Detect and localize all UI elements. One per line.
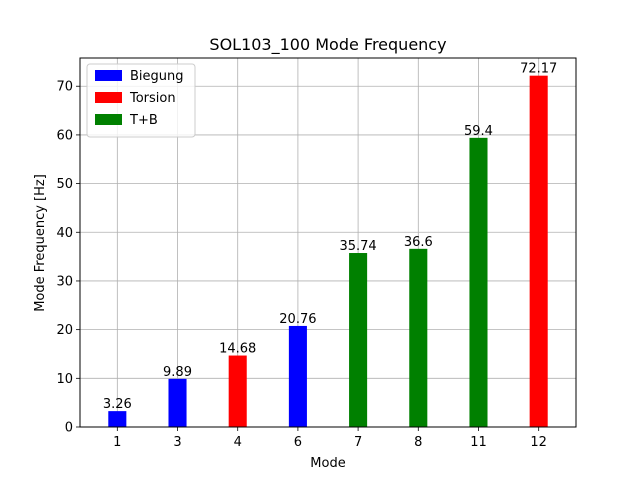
data-labels-layer: 3.26 9.89 14.68 20.76 35.74 36.6 59.4 72.17 — [103, 62, 557, 412]
axes-layer: 0 10 20 30 40 50 60 70 1 3 4 6 7 8 11 12 — [56, 57, 577, 450]
bar-mode-8 — [409, 248, 428, 427]
x-axis-label: Mode — [310, 456, 345, 471]
legend-label: T+B — [129, 113, 158, 128]
bar-value-label: 72.17 — [520, 62, 557, 77]
bar-mode-7 — [349, 253, 368, 427]
bar-mode-6 — [288, 325, 307, 427]
x-tick-label: 7 — [354, 435, 362, 450]
bar-value-label: 59.4 — [464, 124, 493, 139]
legend-label: Torsion — [129, 91, 176, 106]
bar-value-label: 36.6 — [404, 235, 433, 250]
y-axis-label: Mode Frequency [Hz] — [33, 174, 48, 312]
x-tick-label: 11 — [470, 435, 487, 450]
y-tick-label: 40 — [56, 226, 73, 241]
x-tick-label: 6 — [294, 435, 302, 450]
bar-value-label: 20.76 — [279, 312, 316, 327]
y-tick-label: 60 — [56, 128, 73, 143]
y-tick-label: 70 — [56, 80, 73, 95]
legend-swatch-biegung — [95, 70, 122, 81]
bar-value-label: 9.89 — [163, 365, 192, 380]
y-tick-label: 30 — [56, 274, 73, 289]
y-tick-label: 50 — [56, 177, 73, 192]
y-tick-label: 10 — [56, 372, 73, 387]
bar-value-label: 3.26 — [103, 397, 132, 412]
x-tick-label: 4 — [234, 435, 242, 450]
bar-value-label: 35.74 — [339, 239, 376, 254]
bar-mode-4 — [228, 355, 247, 427]
plot-frame — [79, 57, 577, 428]
y-tick-label: 0 — [65, 421, 73, 436]
bars-layer — [108, 75, 548, 427]
legend-swatch-torsion — [95, 92, 122, 103]
x-tick-label: 3 — [173, 435, 181, 450]
x-tick-label: 12 — [530, 435, 547, 450]
bar-mode-12 — [529, 75, 548, 427]
x-tick-label: 8 — [414, 435, 422, 450]
chart-title: SOL103_100 Mode Frequency — [209, 35, 446, 55]
legend: Biegung Torsion T+B — [86, 63, 196, 138]
y-tick-label: 20 — [56, 323, 73, 338]
legend-label: Biegung — [130, 69, 184, 84]
legend-swatch-t-b — [95, 114, 122, 125]
bar-mode-1 — [108, 411, 127, 427]
x-tick-label: 1 — [113, 435, 121, 450]
bar-mode-11 — [469, 137, 488, 427]
bar-value-label: 14.68 — [219, 342, 256, 357]
bar-mode-3 — [168, 378, 187, 427]
